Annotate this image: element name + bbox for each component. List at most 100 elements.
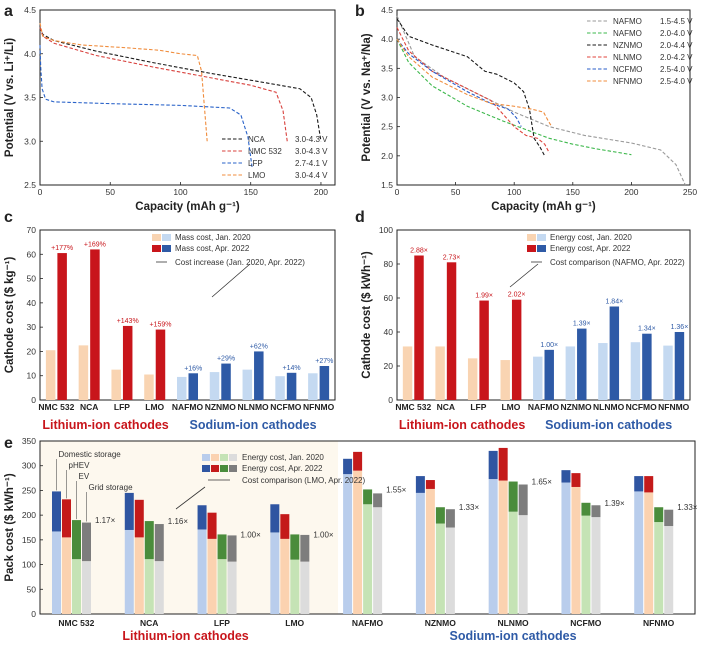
panel-c-ytick-label: 0 [31, 395, 36, 405]
panel-c-category-label: NFNMO [303, 402, 335, 412]
panel-e-ytick-label: 350 [22, 436, 36, 446]
panel-c-bar-apr2022 [90, 249, 100, 400]
panel-d-bar-label: 2.02× [508, 292, 526, 299]
panel-a-series-line [39, 23, 208, 142]
panel-c-bar-jan2020 [144, 374, 154, 400]
panel-e-bar-jan2020 [415, 492, 425, 614]
panel-e-bar-apr2022-increment [197, 505, 207, 530]
panel-e-bar-apr2022-increment [300, 534, 310, 562]
panel-e-bar-jan2020 [217, 559, 227, 614]
panel-d-legend-label: Energy cost, Apr. 2022 [550, 244, 631, 253]
panel-e-bar-apr2022-increment [62, 499, 71, 538]
panel-c-bar-apr2022 [254, 351, 264, 400]
panel-c-bar-jan2020 [209, 372, 220, 400]
panel-d-bar-label: 1.39× [573, 321, 591, 328]
panel-b-series-line [396, 38, 553, 127]
panel-c-ylabel: Cathode cost ($ kg⁻¹) [4, 257, 16, 374]
panel-a-series-line [39, 27, 322, 142]
panel-e-ratio-label: 1.65× [532, 478, 553, 487]
panel-e-bar-jan2020 [82, 561, 91, 614]
panel-c-category-label: NMC 532 [38, 402, 74, 412]
panel-c-category-label: LFP [114, 402, 130, 412]
panel-e-bar-jan2020 [353, 470, 363, 614]
panel-a-xtick-label: 100 [173, 187, 187, 197]
panel-b-ytick-label: 4.0 [381, 34, 393, 44]
panel-b-xtick-label: 200 [624, 187, 638, 197]
panel-d-ytick-label: 60 [384, 293, 394, 303]
panel-e-ratio-label: 1.00× [313, 530, 334, 539]
panel-b-ylabel: Potential (V vs. Na⁺/Na) [361, 33, 373, 161]
panel-d-category-label: NLNMO [593, 402, 625, 412]
panel-c-legend-swatch [162, 245, 171, 252]
panel-e-bar-jan2020 [488, 479, 498, 614]
panel-e-legend-swatch [202, 454, 210, 461]
panel-e-bar-jan2020 [445, 527, 455, 614]
panel-e-application-label: Domestic storage [59, 450, 122, 459]
panel-d-bar-label: 1.00× [540, 342, 558, 349]
panel-e-ratio-label: 1.00× [241, 530, 262, 539]
panel-e-bar-jan2020 [290, 559, 300, 614]
panel-a-legend-name: LMO [248, 171, 265, 180]
panel-d-bar-apr2022 [511, 299, 522, 400]
panel-d-bar-jan2020 [630, 342, 641, 400]
panel-e-bar-apr2022-increment [591, 505, 601, 518]
panel-c-legend-swatch [162, 234, 171, 241]
panel-e-bar-jan2020 [498, 480, 508, 614]
panel-a-series-line [39, 44, 253, 168]
panel-e-ytick-label: 50 [27, 584, 37, 594]
panel-a-xlabel: Capacity (mAh g⁻¹) [135, 201, 240, 213]
panel-e-bar-jan2020 [581, 515, 591, 614]
panel-e-bar-jan2020 [644, 492, 654, 614]
panel-c-ytick-label: 60 [27, 249, 37, 259]
panel-b-xtick-label: 150 [566, 187, 580, 197]
panel-e-bar-jan2020 [518, 515, 528, 614]
panel-c-group-li: Lithium-ion cathodes [42, 418, 168, 432]
panel-c-bar-label: +29% [217, 356, 235, 363]
panel-b-ytick-label: 3.5 [381, 63, 393, 73]
panel-label: a [4, 3, 13, 20]
panel-e-bar-apr2022-increment [363, 489, 373, 505]
panel-d-legend-swatch [527, 245, 536, 252]
panel-e-ytick-label: 200 [22, 510, 36, 520]
panel-b-legend-name: NZNMO [613, 41, 642, 50]
panel-c-ytick-label: 40 [27, 298, 37, 308]
panel-d-bar-label: 1.84× [605, 299, 623, 306]
panel-d-ytick-label: 0 [388, 395, 393, 405]
panel-d-bar-jan2020 [500, 360, 510, 400]
panel-e-bar-jan2020 [634, 491, 644, 614]
panel-a-ytick-label: 3.0 [24, 136, 36, 146]
panel-b-xtick-label: 50 [451, 187, 461, 197]
panel-c-bar-apr2022 [286, 372, 297, 400]
panel-e-application-label: Grid storage [89, 483, 134, 492]
panel-d-frame [396, 229, 691, 401]
panel-e-legend-swatch [229, 465, 237, 472]
panel-a-frame [39, 9, 336, 186]
panel-e-bar-jan2020 [561, 482, 571, 614]
panel-c-bar-label: +14% [283, 365, 301, 372]
panel-e-bar-jan2020 [270, 532, 280, 614]
panel-e-ratio-label: 1.33× [677, 503, 698, 512]
panel-b-legend-name: NFNMO [613, 77, 642, 86]
panel-d-legend-swatch [537, 245, 546, 252]
panel-d-bar-apr2022 [642, 333, 652, 400]
panel-c-legend-swatch [152, 234, 161, 241]
panel-b-series-line [396, 15, 686, 186]
panel-b-series-line [396, 18, 546, 157]
panel-c-bar-label: +143% [117, 318, 139, 325]
panel-e-category-label: LFP [214, 618, 230, 628]
panel-e-bar-apr2022-increment [353, 451, 363, 471]
panel-a-ytick-label: 3.5 [24, 93, 36, 103]
panel-e-bar-jan2020 [134, 537, 144, 614]
panel-e-category-label: NCFMO [570, 618, 602, 628]
panel-e-bar-apr2022-increment [644, 476, 654, 493]
panel-e-bar-apr2022-increment [498, 447, 508, 481]
panel-e-bar-apr2022-increment [134, 499, 144, 538]
panel-b-legend-range: 2.5-4.0 V [660, 77, 693, 86]
panel-e-bar-apr2022-increment [373, 493, 383, 508]
panel-e-legend-label: Cost comparison (LMO, Apr. 2022) [242, 476, 366, 485]
panel-d-category-label: NMC 532 [395, 402, 431, 412]
panel-d-bar-apr2022 [414, 255, 424, 400]
panel-e-legend-swatch [229, 454, 237, 461]
panel-d-ytick-label: 20 [384, 361, 394, 371]
panel-e-bar-jan2020 [654, 522, 664, 614]
